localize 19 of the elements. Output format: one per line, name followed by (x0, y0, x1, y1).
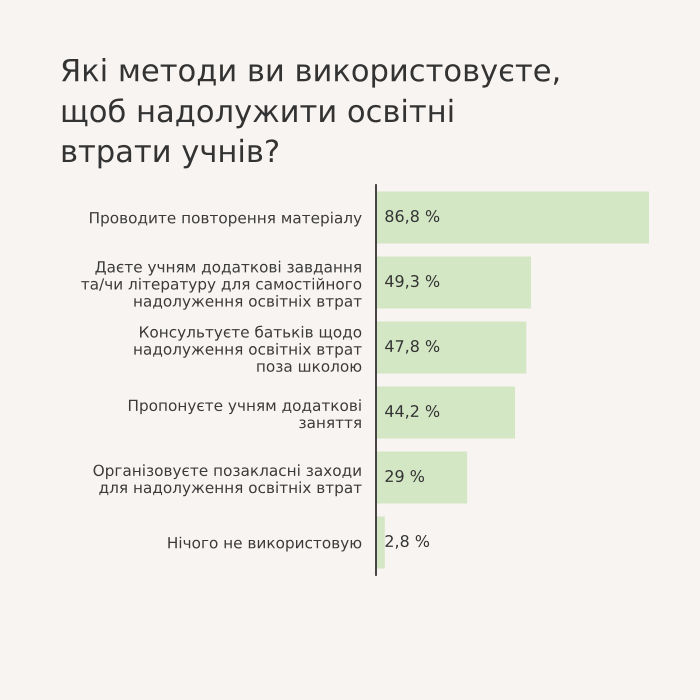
y-tick-label: Організовуєте позакласні заходи для надолуження освітніх втрат (94, 464, 362, 496)
y-tick-label: Пропонуєте учням додаткові заняття (128, 399, 361, 428)
y-tick-label: Нічого не використовую (168, 536, 362, 552)
bar (376, 452, 468, 504)
data-label: 47,8 % (385, 340, 440, 354)
data-label: 44,2 % (385, 405, 440, 419)
y-tick-label: Проводите повторення матеріалу (90, 212, 362, 226)
data-label: 2,8 % (386, 535, 430, 549)
bar (376, 322, 526, 374)
bar (376, 256, 532, 308)
bar (376, 192, 649, 244)
y-tick-label: Консультуєте батьків щодо надолуження освітніх втрат поза школою (134, 326, 362, 372)
data-label: 49,3 % (385, 275, 440, 289)
data-label: 86,8 % (385, 210, 440, 224)
data-label: 29 % (386, 470, 424, 482)
bar (376, 516, 385, 568)
chart-title: Які методи ви використовуєте, щоб надолужити освітні втрати учнів? (62, 58, 558, 168)
bar (376, 386, 516, 438)
y-tick-label: Даєте учням додаткові завдання та/чи літературу для самостійного надолуження освітніх втрат (81, 260, 362, 310)
